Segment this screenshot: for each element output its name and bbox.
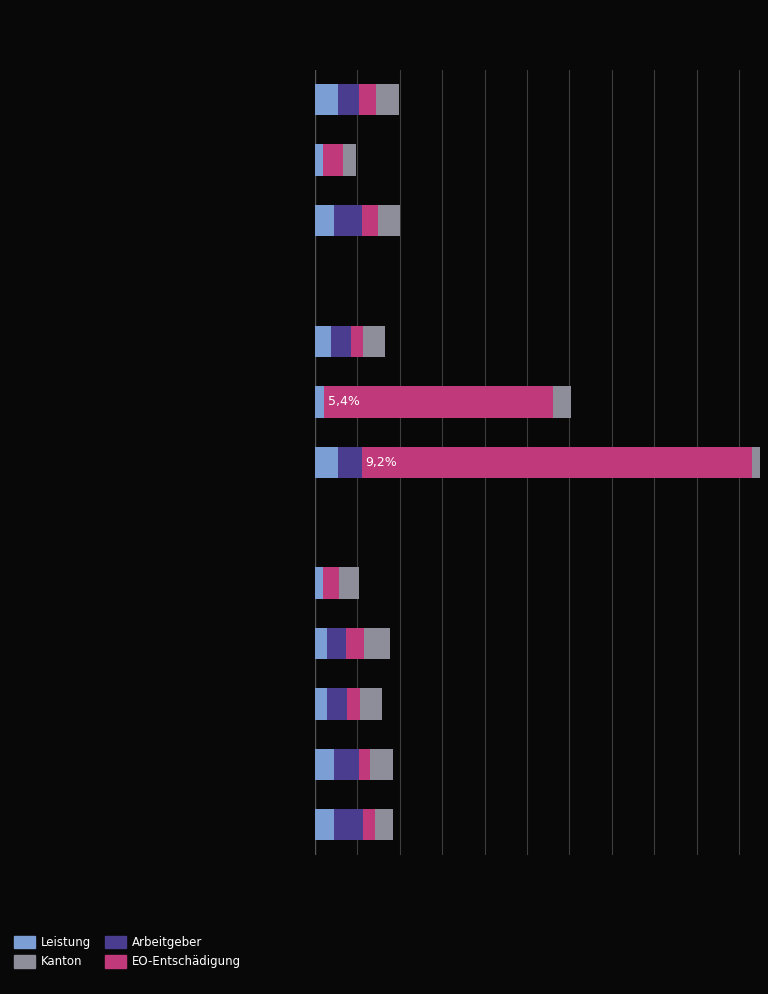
Bar — [315, 568, 323, 598]
Bar — [346, 628, 364, 659]
Bar — [362, 446, 752, 478]
Bar — [363, 326, 386, 357]
Bar — [315, 628, 326, 659]
Bar — [553, 386, 571, 417]
Bar — [376, 84, 399, 115]
Bar — [324, 386, 553, 417]
Bar — [343, 144, 356, 176]
Bar — [315, 205, 334, 237]
Bar — [334, 748, 359, 780]
Bar — [315, 688, 326, 720]
Text: 9,2%: 9,2% — [365, 455, 397, 469]
Bar — [359, 84, 376, 115]
Bar — [315, 386, 324, 417]
Bar — [315, 84, 338, 115]
Bar — [364, 628, 390, 659]
Bar — [338, 84, 359, 115]
Bar — [326, 688, 347, 720]
Legend: Leistung, Kanton, Arbeitgeber, EO-Entschädigung: Leistung, Kanton, Arbeitgeber, EO-Entsch… — [14, 935, 241, 968]
Bar — [339, 568, 359, 598]
Bar — [347, 688, 360, 720]
Bar — [315, 809, 334, 840]
Bar — [338, 446, 362, 478]
Bar — [334, 809, 362, 840]
Text: 5,4%: 5,4% — [328, 396, 359, 409]
Bar — [360, 688, 382, 720]
Bar — [331, 326, 352, 357]
Bar — [362, 205, 378, 237]
Bar — [359, 748, 370, 780]
Bar — [752, 446, 766, 478]
Bar — [375, 809, 392, 840]
Bar — [315, 748, 334, 780]
Bar — [323, 568, 339, 598]
Bar — [362, 809, 375, 840]
Bar — [315, 446, 338, 478]
Bar — [323, 144, 343, 176]
Bar — [370, 748, 392, 780]
Bar — [315, 326, 331, 357]
Bar — [315, 144, 323, 176]
Bar — [352, 326, 363, 357]
Bar — [334, 205, 362, 237]
Bar — [378, 205, 399, 237]
Bar — [326, 628, 346, 659]
